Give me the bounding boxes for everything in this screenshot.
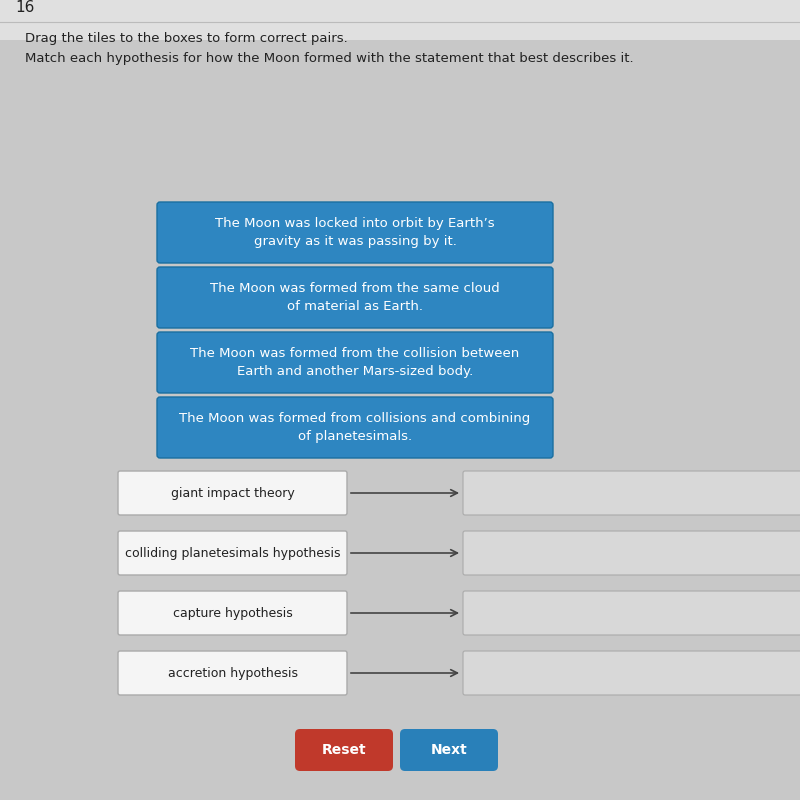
Text: capture hypothesis: capture hypothesis — [173, 606, 292, 619]
Text: The Moon was formed from the same cloud
of material as Earth.: The Moon was formed from the same cloud … — [210, 282, 500, 313]
FancyBboxPatch shape — [157, 267, 553, 328]
Text: giant impact theory: giant impact theory — [170, 486, 294, 499]
FancyBboxPatch shape — [118, 651, 347, 695]
FancyBboxPatch shape — [157, 202, 553, 263]
FancyBboxPatch shape — [463, 591, 800, 635]
FancyBboxPatch shape — [118, 471, 347, 515]
Text: The Moon was formed from the collision between
Earth and another Mars-sized body: The Moon was formed from the collision b… — [190, 347, 520, 378]
Text: colliding planetesimals hypothesis: colliding planetesimals hypothesis — [125, 546, 340, 559]
FancyBboxPatch shape — [295, 729, 393, 771]
FancyBboxPatch shape — [0, 0, 800, 40]
FancyBboxPatch shape — [157, 397, 553, 458]
Text: Reset: Reset — [322, 743, 366, 757]
FancyBboxPatch shape — [157, 332, 553, 393]
Text: accretion hypothesis: accretion hypothesis — [167, 666, 298, 679]
Text: The Moon was formed from collisions and combining
of planetesimals.: The Moon was formed from collisions and … — [179, 412, 530, 442]
FancyBboxPatch shape — [463, 471, 800, 515]
Text: Drag the tiles to the boxes to form correct pairs.: Drag the tiles to the boxes to form corr… — [25, 32, 348, 45]
Text: Next: Next — [430, 743, 467, 757]
Text: The Moon was locked into orbit by Earth’s
gravity as it was passing by it.: The Moon was locked into orbit by Earth’… — [215, 218, 495, 248]
FancyBboxPatch shape — [463, 651, 800, 695]
FancyBboxPatch shape — [400, 729, 498, 771]
Text: Match each hypothesis for how the Moon formed with the statement that best descr: Match each hypothesis for how the Moon f… — [25, 52, 634, 65]
FancyBboxPatch shape — [118, 591, 347, 635]
Text: 16: 16 — [15, 0, 34, 14]
FancyBboxPatch shape — [118, 531, 347, 575]
FancyBboxPatch shape — [463, 531, 800, 575]
